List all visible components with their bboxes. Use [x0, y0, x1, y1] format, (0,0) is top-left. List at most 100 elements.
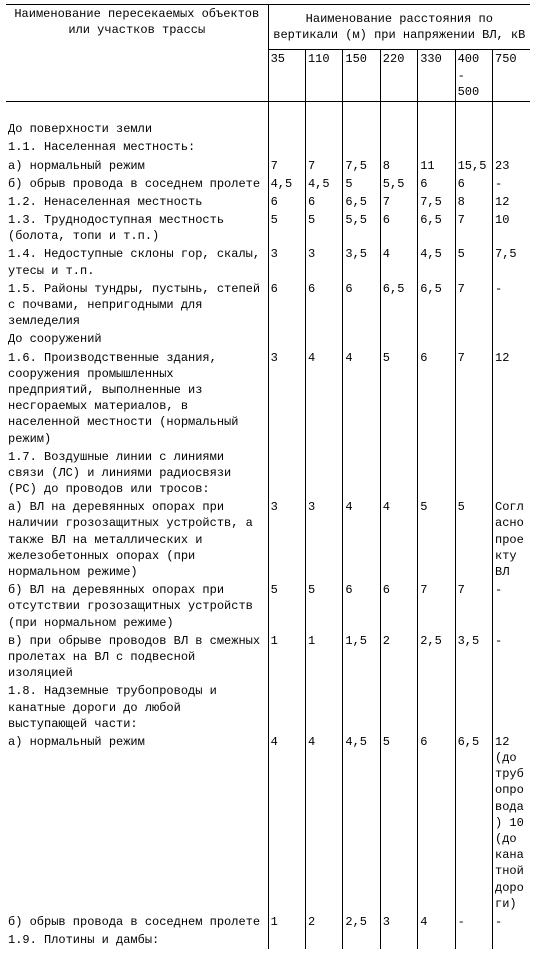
- row-value: -: [493, 175, 530, 193]
- row-value: 5: [418, 498, 455, 581]
- row-value: [380, 931, 417, 949]
- row-value: [305, 682, 342, 733]
- row-value: 5: [455, 245, 492, 279]
- row-label: 1.5. Районы тундры, пустынь, степей с по…: [6, 280, 268, 331]
- row-label: До сооружений: [6, 330, 268, 348]
- row-value: 7,5: [493, 245, 530, 279]
- header-right: Наименование расстояния по вертикали (м)…: [268, 5, 530, 50]
- row-value: 4,5: [418, 245, 455, 279]
- row-label: 1.2. Ненаселенная местность: [6, 193, 268, 211]
- row-value: 11: [418, 157, 455, 175]
- row-value: 5: [305, 581, 342, 632]
- row-value: 8: [380, 157, 417, 175]
- row-value: 3,5: [343, 245, 380, 279]
- row-value: 1: [305, 632, 342, 683]
- voltage-col-5: 400 - 500: [455, 50, 492, 102]
- distances-table: Наименование пересекаемых объектов или у…: [6, 4, 530, 949]
- row-label: б) ВЛ на деревянных опорах при отсутстви…: [6, 581, 268, 632]
- row-value: 6: [455, 175, 492, 193]
- row-value: [493, 682, 530, 733]
- row-value: [418, 330, 455, 348]
- row-value: [418, 448, 455, 499]
- row-value: 5,5: [380, 175, 417, 193]
- row-value: [380, 138, 417, 156]
- row-value: 15,5: [455, 157, 492, 175]
- row-value: 6: [343, 280, 380, 331]
- row-value: 7: [305, 157, 342, 175]
- row-value: 3: [305, 245, 342, 279]
- row-label: а) нормальный режим: [6, 157, 268, 175]
- row-value: [455, 120, 492, 138]
- row-value: 1: [268, 913, 305, 931]
- row-value: [493, 931, 530, 949]
- row-value: 7: [380, 193, 417, 211]
- row-value: 12 (до трубопровода) 10 (до канатной дор…: [493, 733, 530, 913]
- row-value: 5: [305, 211, 342, 245]
- row-label: 1.7. Воздушные линии с линиями связи (ЛС…: [6, 448, 268, 499]
- row-value: 7: [455, 349, 492, 448]
- row-value: 7: [268, 157, 305, 175]
- row-value: 6: [268, 193, 305, 211]
- table-row: До сооружений: [6, 330, 530, 348]
- row-value: 4: [418, 913, 455, 931]
- voltage-col-6: 750: [493, 50, 530, 102]
- row-value: [343, 682, 380, 733]
- row-value: 2: [380, 632, 417, 683]
- row-value: [305, 330, 342, 348]
- row-value: 6: [268, 280, 305, 331]
- table-row: 1.7. Воздушные линии с линиями связи (ЛС…: [6, 448, 530, 499]
- row-value: 6: [380, 211, 417, 245]
- row-label: в) при обрыве проводов ВЛ в смежных прол…: [6, 632, 268, 683]
- row-value: [455, 931, 492, 949]
- table-row: 1.9. Плотины и дамбы:: [6, 931, 530, 949]
- row-value: 4: [380, 245, 417, 279]
- row-value: 6: [305, 280, 342, 331]
- row-value: 4: [343, 349, 380, 448]
- row-value: 7: [418, 581, 455, 632]
- table-row: а) нормальный режим777,581115,523: [6, 157, 530, 175]
- row-value: 4,5: [305, 175, 342, 193]
- row-value: [380, 682, 417, 733]
- table-row: б) ВЛ на деревянных опорах при отсутстви…: [6, 581, 530, 632]
- row-value: 3: [268, 498, 305, 581]
- row-value: [343, 448, 380, 499]
- row-value: 12: [493, 349, 530, 448]
- table-row: 1.1. Населенная местность:: [6, 138, 530, 156]
- row-value: [418, 138, 455, 156]
- row-value: [305, 448, 342, 499]
- row-value: 6,5: [418, 280, 455, 331]
- row-value: [455, 448, 492, 499]
- row-value: 6,5: [418, 211, 455, 245]
- voltage-col-3: 220: [380, 50, 417, 102]
- table-row: 1.2. Ненаселенная местность666,577,5812: [6, 193, 530, 211]
- row-label: 1.9. Плотины и дамбы:: [6, 931, 268, 949]
- voltage-col-0: 35: [268, 50, 305, 102]
- row-value: 5: [380, 733, 417, 913]
- row-value: [380, 448, 417, 499]
- row-value: [493, 448, 530, 499]
- table-row: а) нормальный режим444,5566,512 (до труб…: [6, 733, 530, 913]
- row-value: [268, 682, 305, 733]
- row-value: 5: [268, 581, 305, 632]
- row-value: 4: [268, 733, 305, 913]
- table-row: 1.3. Труднодоступная местность (болота, …: [6, 211, 530, 245]
- row-value: [380, 120, 417, 138]
- table-row: До поверхности земли: [6, 120, 530, 138]
- row-value: [305, 931, 342, 949]
- row-label: 1.8. Надземные трубопроводы и канатные д…: [6, 682, 268, 733]
- row-value: 5: [455, 498, 492, 581]
- row-value: 6: [305, 193, 342, 211]
- table-row: б) обрыв провода в соседнем пролете4,54,…: [6, 175, 530, 193]
- row-value: -: [493, 632, 530, 683]
- row-value: 2: [305, 913, 342, 931]
- row-value: 5,5: [343, 211, 380, 245]
- row-value: 6: [418, 733, 455, 913]
- row-value: 4: [380, 498, 417, 581]
- row-label: а) ВЛ на деревянных опорах при наличии г…: [6, 498, 268, 581]
- row-value: 3: [380, 913, 417, 931]
- row-value: [343, 120, 380, 138]
- row-value: [268, 931, 305, 949]
- row-value: 7,5: [418, 193, 455, 211]
- row-value: 8: [455, 193, 492, 211]
- row-value: [343, 330, 380, 348]
